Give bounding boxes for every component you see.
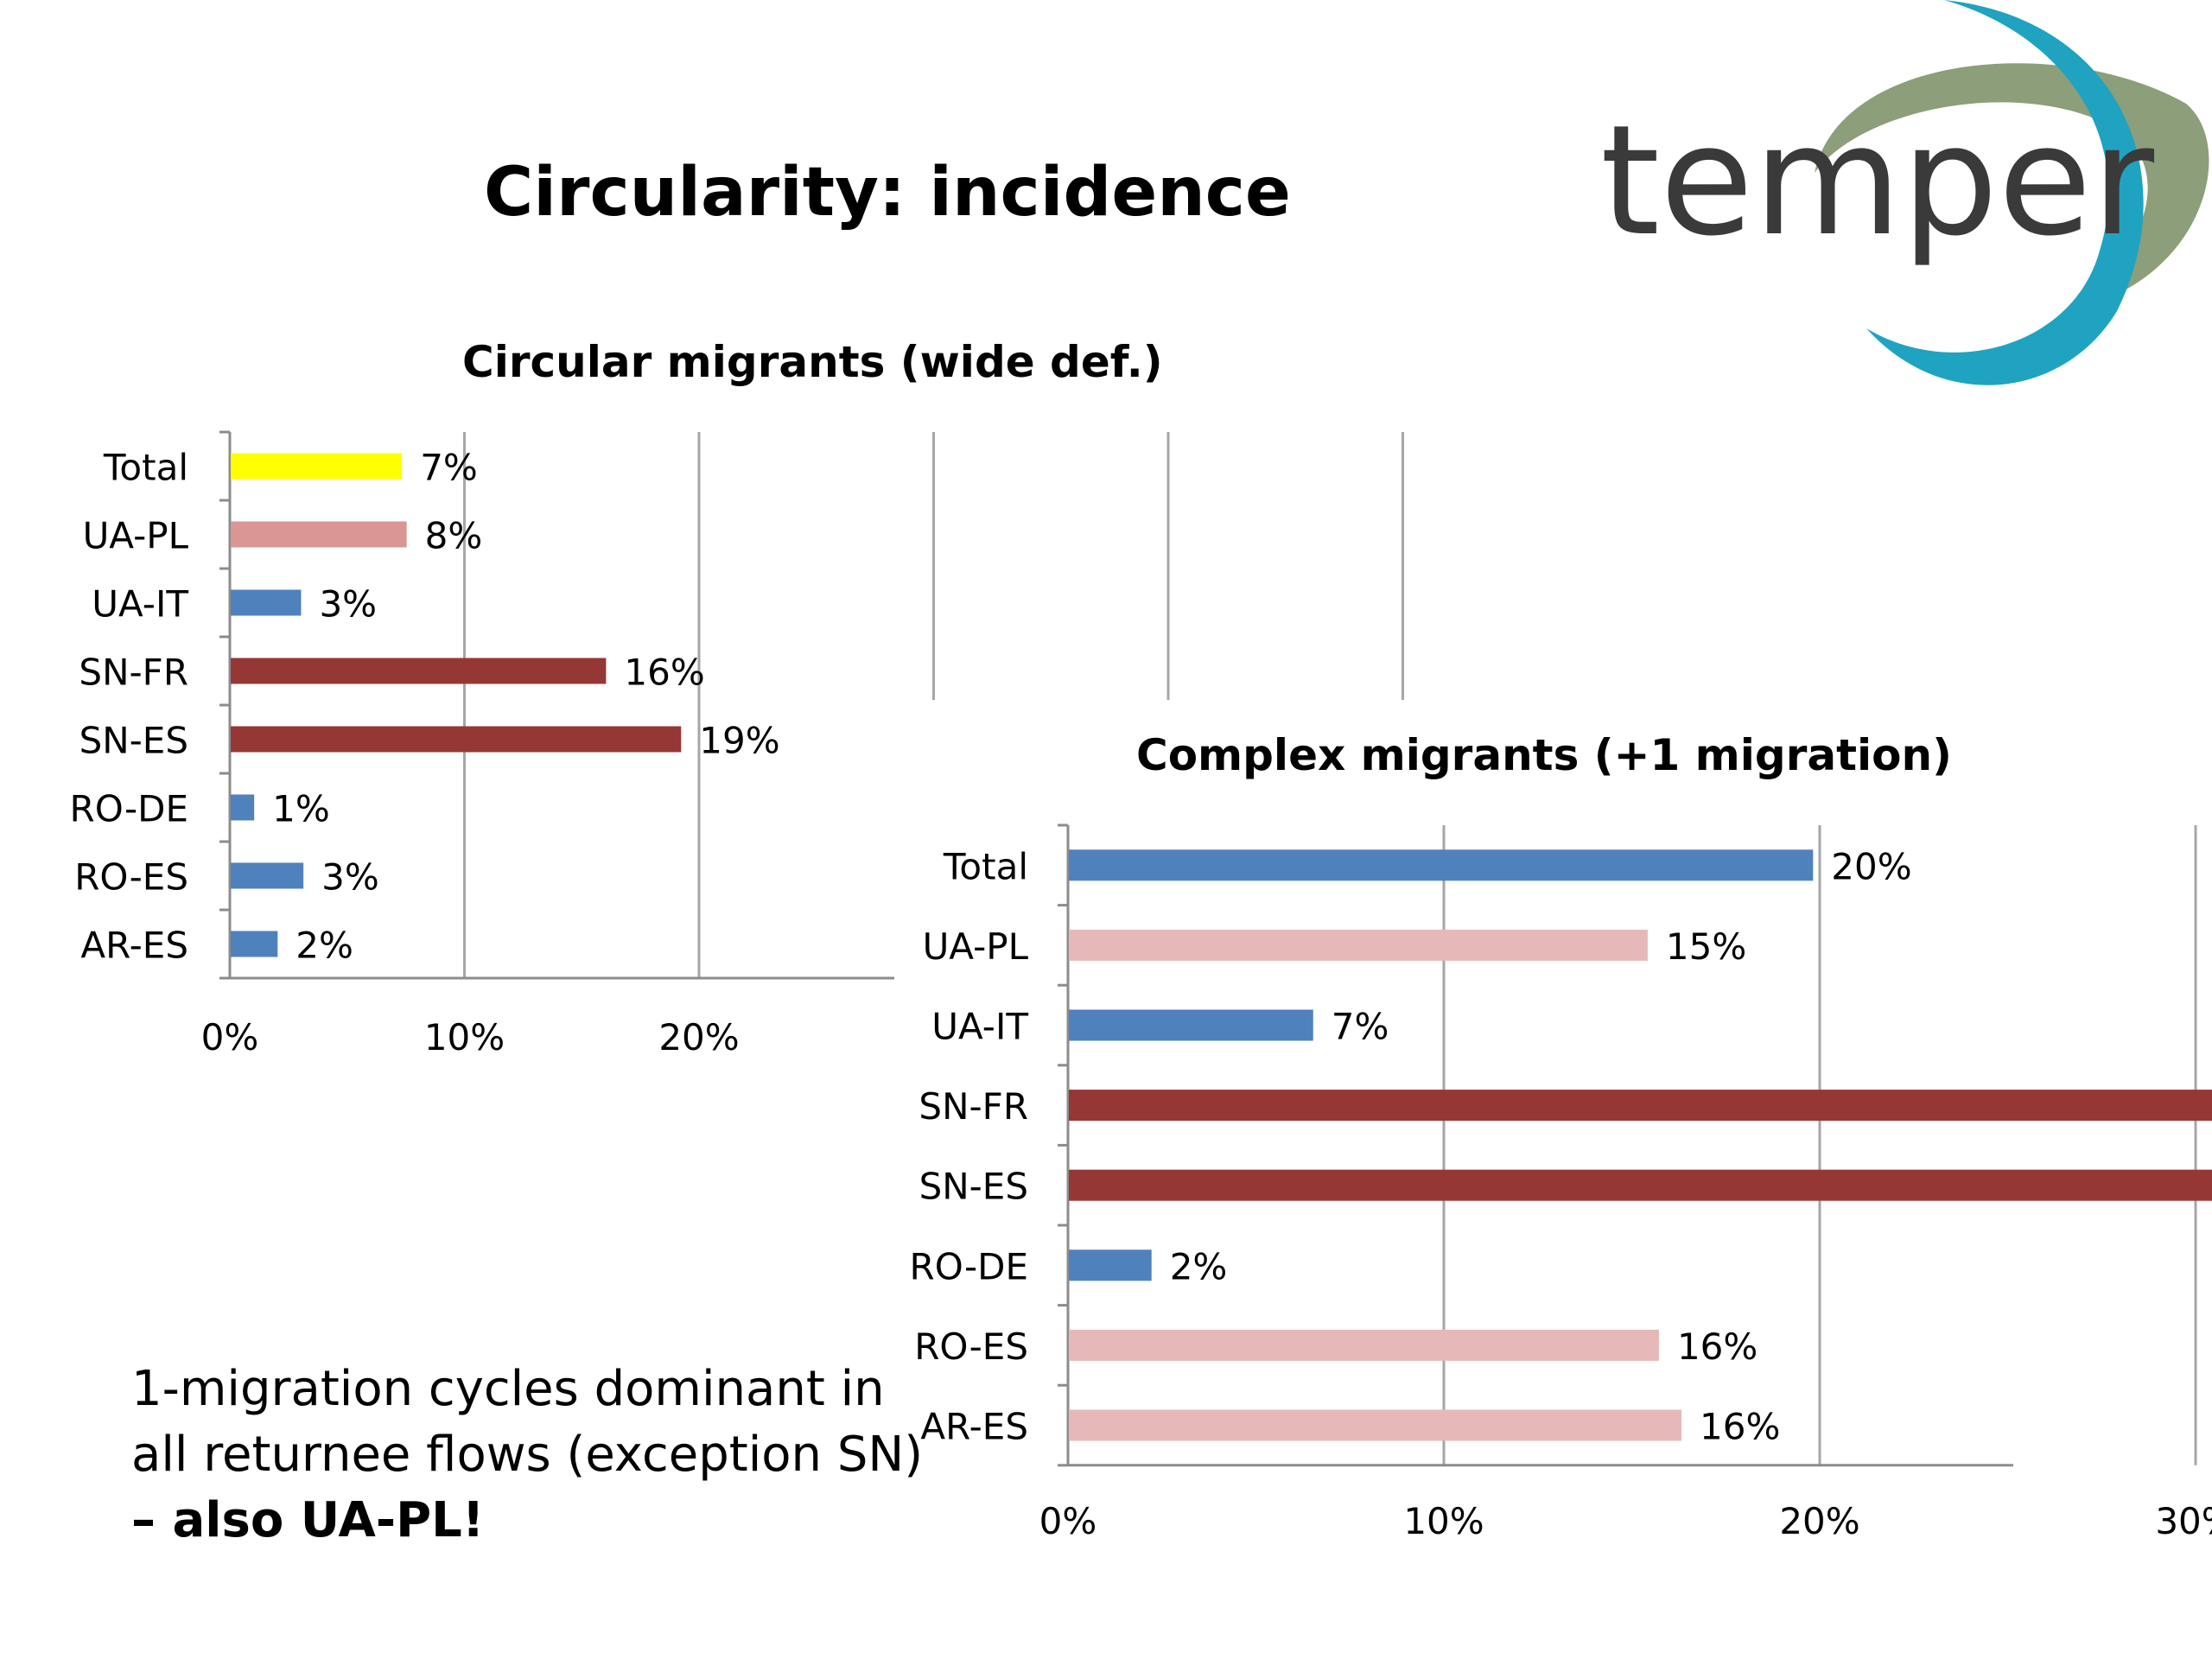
chart2-value-label: 16% [1677,1325,1758,1368]
summary-note: 1-migration cycles dominant in all retur… [131,1357,923,1554]
chart1-category-label: SN-ES [79,720,188,762]
chart1-category-label: UA-PL [83,515,189,557]
logo-blue-swoosh [1866,0,2144,385]
chart2-value-label: 7% [1332,1006,1389,1048]
chart1-value-label: 7% [420,447,478,489]
chart1-value-label: 19% [699,720,779,762]
chart1-value-label: 3% [321,856,379,899]
chart2-category-label: RO-ES [914,1325,1028,1368]
chart1-bar [231,794,255,821]
chart2-category-label: RO-DE [910,1245,1028,1287]
chart1-value-label: 8% [425,515,483,557]
chart2-category-label: Total [943,845,1028,887]
chart2-category-label: SN-ES [919,1166,1028,1208]
chart2-bar [1069,929,1648,961]
chart2-x-tick-label: 30% [2155,1500,2212,1542]
chart1-bar [231,453,403,480]
slide-title: Circularity: incidence [484,154,1291,232]
chart1-bar [231,931,278,957]
chart2-bar [1069,849,1814,881]
chart2-value-label: 2% [1170,1245,1228,1287]
chart2-title: Complex migrants (+1 migration) [1136,730,1952,780]
chart2-category-label: AR-ES [920,1406,1028,1448]
note-line-2: all returnee flows (exception SN) [131,1427,924,1483]
chart1-bar [231,521,407,548]
chart1-bar [231,862,304,889]
chart1-category-label: RO-DE [70,788,188,830]
chart2-category-label: UA-IT [931,1006,1028,1048]
chart2-value-label: 20% [1831,845,1911,887]
chart1-category-label: UA-IT [92,583,188,626]
chart1-value-label: 16% [624,652,704,694]
chart2-value-label: 15% [1666,925,1746,968]
chart1-value-label: 2% [296,925,353,967]
chart2-category-label: UA-PL [923,925,1029,968]
chart2-x-tick-label: 0% [1039,1500,1097,1542]
chart1-title: Circular migrants (wide def.) [462,337,1163,387]
chart2-bar [1069,1249,1152,1281]
chart2-value-label: 16% [1700,1406,1780,1448]
chart1-category-label: Total [103,447,188,489]
chart1-bar [231,589,302,616]
chart1-category-label: SN-FR [79,652,188,694]
chart2-bar [1069,1090,2212,1122]
chart1-x-tick-label: 10% [424,1016,505,1058]
chart1-x-tick-label: 20% [658,1016,739,1058]
chart2-x-tick-label: 20% [1779,1500,1859,1542]
chart1-x-tick-label: 0% [201,1016,259,1058]
chart2-x-tick-label: 10% [1403,1500,1484,1542]
chart2-category-label: SN-FR [918,1085,1028,1128]
chart1-value-label: 3% [319,583,377,626]
chart2-bar [1069,1409,1682,1441]
logo-wordmark: temper [1600,92,2155,270]
chart1-bar [231,726,682,753]
chart2-bar [1069,1169,2212,1201]
chart2-bar [1069,1009,1313,1041]
note-line-3: – also UA-PL! [131,1492,485,1548]
chart2-bar [1069,1329,1659,1361]
chart1-bar [231,658,607,684]
chart1-category-label: RO-ES [74,856,188,899]
chart1-category-label: AR-ES [80,925,188,967]
note-line-1: 1-migration cycles dominant in [131,1361,885,1417]
temper-logo: temper [1600,0,2209,385]
chart1-value-label: 1% [272,788,330,830]
